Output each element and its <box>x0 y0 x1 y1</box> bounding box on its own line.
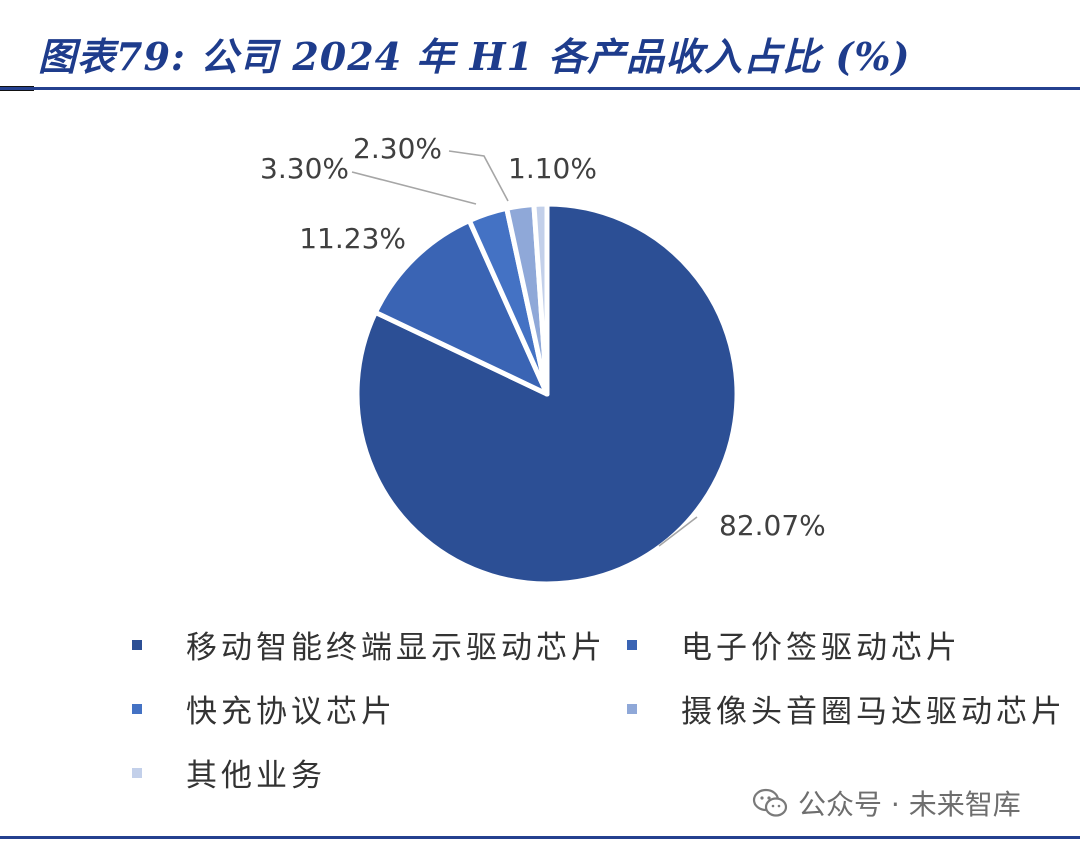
wechat-icon <box>752 788 788 817</box>
data-label-1: 82.07% <box>719 509 826 542</box>
watermark: 公众号 · 未来智库 <box>752 783 1021 823</box>
leader-line-3 <box>351 171 477 205</box>
title-rule <box>0 87 1080 90</box>
data-label-5: 1.10% <box>508 152 597 185</box>
legend-swatch <box>627 639 637 650</box>
legend-label: 摄像头音圈马达驱动芯片 <box>681 694 1066 730</box>
leader-line-4 <box>448 150 509 202</box>
legend-item-vcm-driver: 摄像头音圈马达驱动芯片 <box>627 686 1066 731</box>
legend-item-mobile-display-driver: 移动智能终端显示驱动芯片 <box>132 622 606 667</box>
legend-item-esl-driver: 电子价签驱动芯片 <box>627 622 961 667</box>
pie-chart: 82.07% 11.23% 3.30%2.30% 1.10% <box>260 132 826 587</box>
legend-label: 快充协议芯片 <box>186 694 396 730</box>
legend-swatch <box>132 767 142 778</box>
page-title: 图表79: 公司 2024 年 H1 各产品收入占比 (%) <box>38 34 911 79</box>
watermark-text: 公众号 · 未来智库 <box>798 788 1021 821</box>
legend-swatch <box>132 703 142 714</box>
legend-item-fast-charge-protocol: 快充协议芯片 <box>132 686 396 731</box>
data-label-3: 3.30% <box>260 152 349 185</box>
legend-swatch <box>132 639 142 650</box>
legend-item-other: 其他业务 <box>132 750 326 795</box>
pie-slice-5 <box>531 201 550 397</box>
legend-label: 移动智能终端显示驱动芯片 <box>186 630 606 666</box>
legend-swatch <box>627 703 637 714</box>
legend-label: 其他业务 <box>186 758 326 794</box>
data-label-2: 11.23% <box>299 222 406 255</box>
leader-line-1 <box>658 516 698 547</box>
legend-label: 电子价签驱动芯片 <box>681 630 961 666</box>
pie-slice-2 <box>372 218 550 397</box>
bottom-rule <box>0 836 1080 839</box>
data-label-4: 2.30% <box>353 132 442 165</box>
